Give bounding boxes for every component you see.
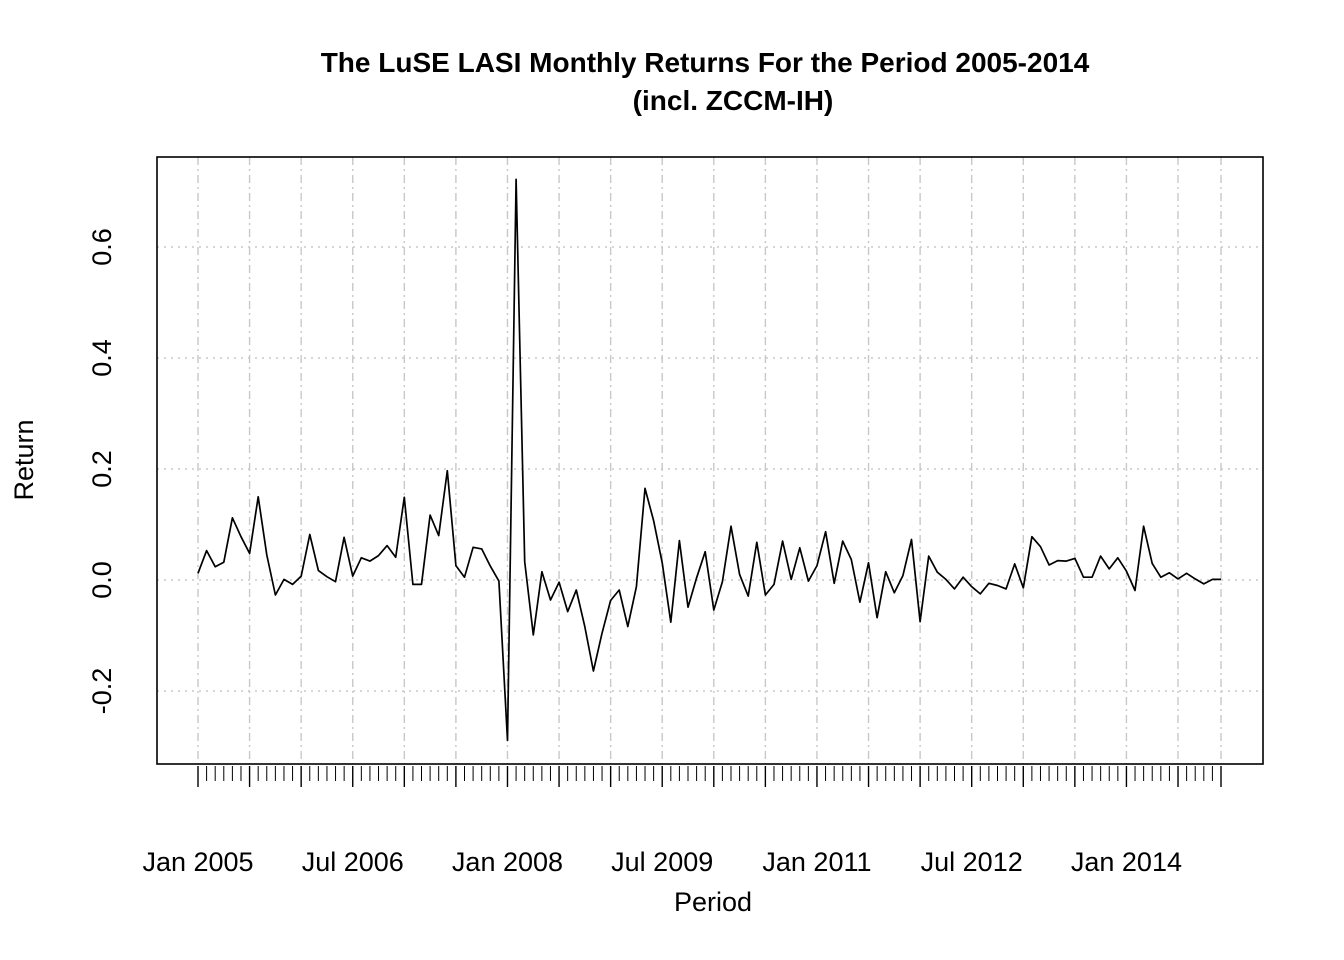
y-axis: -0.2 0.0 0.2 0.4 0.6 — [87, 228, 117, 714]
series-line-returns — [197, 178, 1221, 742]
x-axis: Jan 2005 Jul 2006 Jan 2008 Jul 2009 Jan 2011… — [142, 766, 1222, 877]
chart-title: The LuSE LASI Monthly Returns For the Pe… — [321, 47, 1090, 78]
y-tick-label: 0.6 — [87, 228, 117, 266]
y-tick-label: 0.0 — [87, 561, 117, 599]
y-axis-label: Return — [9, 419, 39, 500]
y-tick-label: -0.2 — [87, 668, 117, 715]
plot-area-frame — [156, 156, 1264, 765]
y-tick-label: 0.4 — [87, 339, 117, 377]
series-layer — [197, 178, 1221, 742]
x-tick-label: Jan 2005 — [142, 847, 253, 877]
x-tick-label: Jan 2008 — [452, 847, 563, 877]
x-tick-label: Jul 2006 — [302, 847, 404, 877]
x-tick-label: Jan 2011 — [762, 847, 871, 877]
y-tick-label: 0.2 — [87, 450, 117, 488]
x-axis-label: Period — [674, 887, 752, 917]
grid — [157, 157, 1263, 764]
chart-subtitle: (incl. ZCCM-IH) — [633, 85, 834, 116]
x-tick-label: Jul 2012 — [921, 847, 1023, 877]
x-tick-label: Jul 2009 — [611, 847, 713, 877]
x-tick-label: Jan 2014 — [1071, 847, 1182, 877]
